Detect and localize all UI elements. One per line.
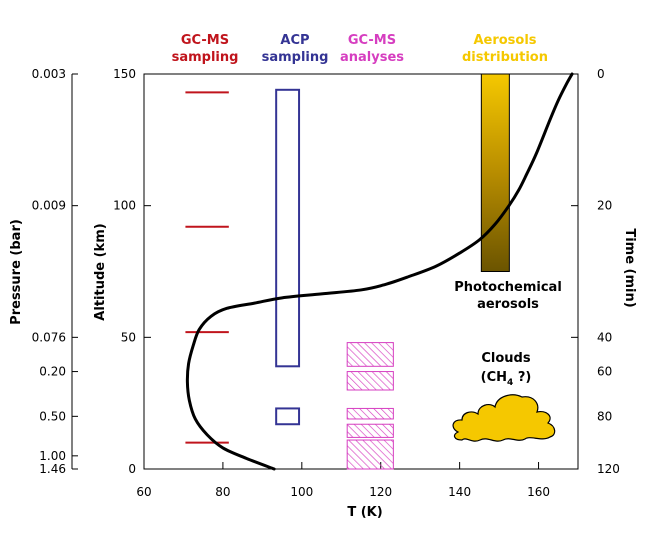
x-tick-label: 80 [215, 485, 230, 499]
clouds-label-prefix: (CH [481, 370, 507, 385]
header-aerosols: Aerosols distribution [462, 33, 548, 65]
x-tick-label: 120 [369, 485, 392, 499]
gcms-analysis-box [346, 371, 394, 391]
header-acp-sampling: ACP sampling [262, 33, 329, 65]
pressure-tick-label: 0.003 [32, 67, 66, 81]
gcms-analysis-box [346, 342, 394, 367]
header-gcms-sampling-line1: GC-MS [181, 33, 229, 48]
acp-sampling-box [275, 88, 301, 368]
header-gcms-analyses-line1: GC-MS [348, 33, 396, 48]
pressure-axis-title: Pressure (bar) [9, 219, 24, 325]
header-gcms-sampling: GC-MS sampling [172, 33, 239, 65]
pressure-tick-label: 1.00 [39, 449, 66, 463]
gcms-analysis-box [346, 407, 394, 420]
gcms-analyses-layer [346, 342, 394, 470]
x-tick-label: 100 [290, 485, 313, 499]
clouds-label-line2: (CH4 ?) [481, 370, 532, 388]
header-gcms-analyses-line2: analyses [340, 50, 404, 65]
gcms-analysis-box [346, 423, 394, 438]
clouds-label-line1: Clouds [481, 351, 530, 366]
time-tick-label: 120 [597, 462, 620, 476]
pressure-tick-label: 0.076 [32, 330, 66, 344]
photochemical-label-line1: Photochemical [454, 280, 562, 295]
time-tick-label: 0 [597, 67, 605, 81]
time-axis-ticks: 0 20 40 60 80 120 [597, 67, 620, 476]
pressure-tick-label: 0.009 [32, 199, 66, 213]
acp-sampling-layer [275, 88, 301, 426]
altitude-axis-title: Altitude (km) [93, 223, 108, 320]
header-gcms-analyses: GC-MS analyses [340, 33, 404, 65]
x-axis-title: T (K) [347, 505, 382, 520]
time-axis-title: Time (min) [622, 228, 637, 307]
header-acp-sampling-line1: ACP [280, 33, 309, 48]
photochemical-label-line2: aerosols [477, 297, 539, 312]
aerosols-distribution-bar [480, 73, 510, 272]
time-tick-label: 60 [597, 365, 612, 379]
x-tick-label: 160 [527, 485, 550, 499]
header-gcms-sampling-line2: sampling [172, 50, 239, 65]
gcms-sampling-layer [185, 91, 229, 444]
aerosols-distribution-layer [480, 73, 510, 272]
altitude-tick-label: 0 [128, 462, 136, 476]
cloud-icon [452, 394, 556, 442]
pressure-tick-label: 1.46 [39, 462, 66, 476]
clouds-label: Clouds (CH4 ?) [481, 351, 532, 388]
time-tick-label: 20 [597, 199, 612, 213]
gcms-analysis-box [346, 439, 394, 470]
photochemical-label: Photochemical aerosols [454, 280, 562, 312]
header-acp-sampling-line2: sampling [262, 50, 329, 65]
time-tick-label: 40 [597, 330, 612, 344]
altitude-tick-label: 150 [113, 67, 136, 81]
header-aerosols-line2: distribution [462, 50, 548, 65]
x-tick-label: 140 [448, 485, 471, 499]
clouds-label-suffix: ?) [513, 370, 531, 385]
altitude-tick-label: 100 [113, 199, 136, 213]
header-aerosols-line1: Aerosols [473, 33, 536, 48]
acp-sampling-box [275, 407, 301, 426]
pressure-tick-label: 0.20 [39, 365, 66, 379]
pressure-axis-ticks: 0.003 0.009 0.076 0.20 0.50 1.001.46 [32, 67, 78, 476]
temperature-profile-line [185, 72, 574, 471]
altitude-tick-label: 50 [121, 330, 136, 344]
pressure-tick-label: 0.50 [39, 409, 66, 423]
clouds-label-subscript: 4 [507, 378, 513, 388]
x-tick-label: 60 [136, 485, 151, 499]
altitude-axis-ticks: 0 50 100 150 [113, 67, 578, 476]
time-tick-label: 80 [597, 409, 612, 423]
x-axis-ticks: 60 80 100 120 140 160 [136, 462, 550, 499]
